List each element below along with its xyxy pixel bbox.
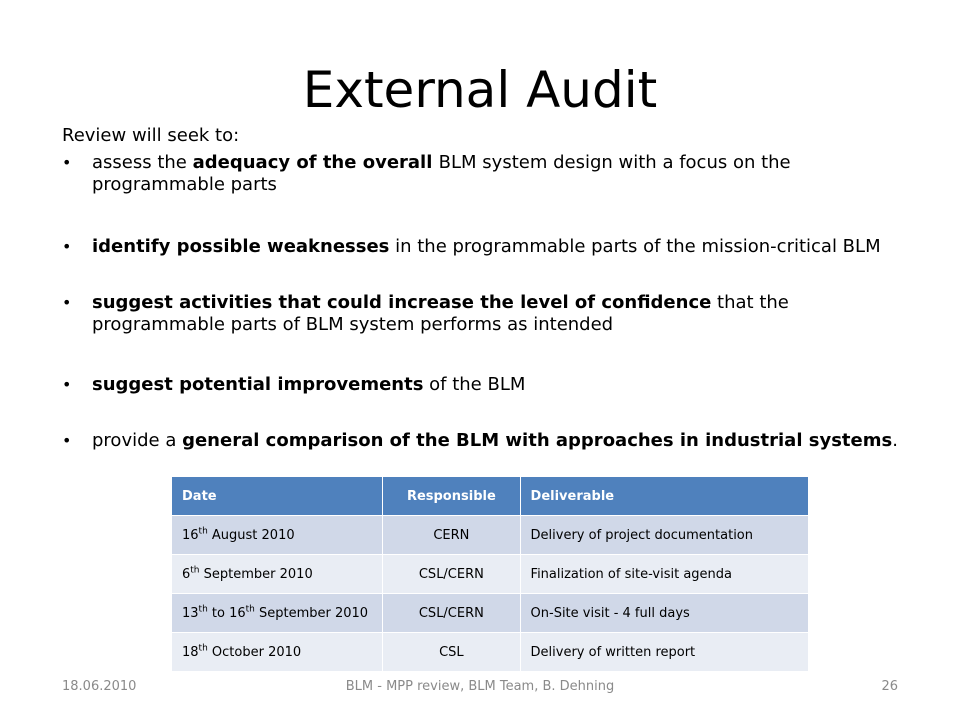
table-row: 6th September 2010 CSL/CERN Finalization…	[172, 554, 810, 594]
bullet-text: suggest activities that could increase t…	[92, 292, 922, 336]
cell-deliverable: Delivery of written report	[520, 632, 810, 672]
table-row: 13th to 16th September 2010 CSL/CERN On-…	[172, 593, 810, 633]
cell-responsible: CSL	[382, 632, 521, 672]
cell-deliverable: Finalization of site-visit agenda	[520, 554, 810, 594]
cell-responsible: CERN	[382, 515, 521, 555]
date-suffix-2: th	[245, 604, 255, 615]
table-header-row: Date Responsible Deliverable	[172, 477, 810, 516]
bullet-icon: •	[62, 153, 72, 172]
cell-deliverable: Delivery of project documentation	[520, 515, 810, 555]
cell-responsible: CSL/CERN	[382, 554, 521, 594]
slide-title: External Audit	[302, 61, 658, 119]
date-day: 18	[182, 644, 199, 660]
schedule-table: Date Responsible Deliverable 16th August…	[172, 477, 810, 672]
header-deliverable: Deliverable	[520, 477, 810, 516]
bullet-text-bold: suggest potential improvements	[92, 374, 424, 395]
bullet-text-pre: assess the	[92, 152, 193, 173]
date-suffix: th	[198, 604, 208, 615]
date-day: 16	[182, 527, 199, 543]
bullet-text-bold: general comparison of the BLM with appro…	[182, 430, 893, 451]
cell-date: 6th September 2010	[172, 554, 384, 594]
bullet-text-post: that the programmable parts of BLM syste…	[92, 292, 789, 335]
date-rest: August 2010	[207, 527, 295, 543]
header-responsible: Responsible	[382, 477, 521, 516]
bullet-item: • identify possible weaknesses in the pr…	[62, 236, 922, 258]
cell-date: 18th October 2010	[172, 632, 384, 672]
date-day: 13	[182, 605, 199, 621]
cell-responsible: CSL/CERN	[382, 593, 521, 633]
bullet-item: • suggest potential improvements of the …	[62, 374, 922, 396]
cell-date: 16th August 2010	[172, 515, 384, 555]
bullet-text-post: of the BLM	[423, 374, 526, 395]
bullet-text: provide a general comparison of the BLM …	[92, 430, 922, 452]
date-day: 6	[182, 566, 191, 582]
bullet-text-post: in the programmable parts of the mission…	[389, 236, 881, 257]
bullet-text-bold: identify possible weaknesses	[92, 236, 390, 257]
bullet-text-post: .	[892, 430, 898, 451]
bullet-icon: •	[62, 375, 72, 394]
bullet-icon: •	[62, 431, 72, 450]
date-rest: to 16	[207, 605, 246, 621]
footer-page-number: 26	[881, 679, 898, 694]
bullet-text-post: BLM system design with a focus on the pr…	[92, 152, 791, 195]
date-suffix: th	[198, 526, 208, 537]
header-date: Date	[172, 477, 384, 516]
bullet-text-bold: adequacy of the overall	[192, 152, 439, 173]
cell-deliverable: On-Site visit - 4 full days	[520, 593, 810, 633]
bullet-item: • provide a general comparison of the BL…	[62, 430, 922, 452]
date-end: September 2010	[254, 605, 369, 621]
bullet-text-pre: provide a	[92, 430, 183, 451]
date-rest: September 2010	[199, 566, 313, 582]
table-row: 18th October 2010 CSL Delivery of writte…	[172, 632, 810, 672]
bullet-item: • assess the adequacy of the overall BLM…	[62, 152, 922, 196]
bullet-icon: •	[62, 237, 72, 256]
table-row: 16th August 2010 CERN Delivery of projec…	[172, 515, 810, 555]
date-suffix: th	[198, 643, 208, 654]
bullet-item: • suggest activities that could increase…	[62, 292, 922, 336]
footer-date: 18.06.2010	[62, 679, 137, 694]
date-rest: October 2010	[207, 644, 302, 660]
date-suffix: th	[190, 565, 200, 576]
bullet-text: identify possible weaknesses in the prog…	[92, 236, 922, 258]
bullet-text: suggest potential improvements of the BL…	[92, 374, 922, 396]
bullet-icon: •	[62, 293, 72, 312]
bullet-text: assess the adequacy of the overall BLM s…	[92, 152, 922, 196]
footer-presentation-info: BLM - MPP review, BLM Team, B. Dehning	[345, 679, 615, 694]
intro-text: Review will seek to:	[62, 125, 240, 146]
bullet-text-bold: suggest activities that could increase t…	[92, 292, 712, 313]
cell-date: 13th to 16th September 2010	[172, 593, 384, 633]
